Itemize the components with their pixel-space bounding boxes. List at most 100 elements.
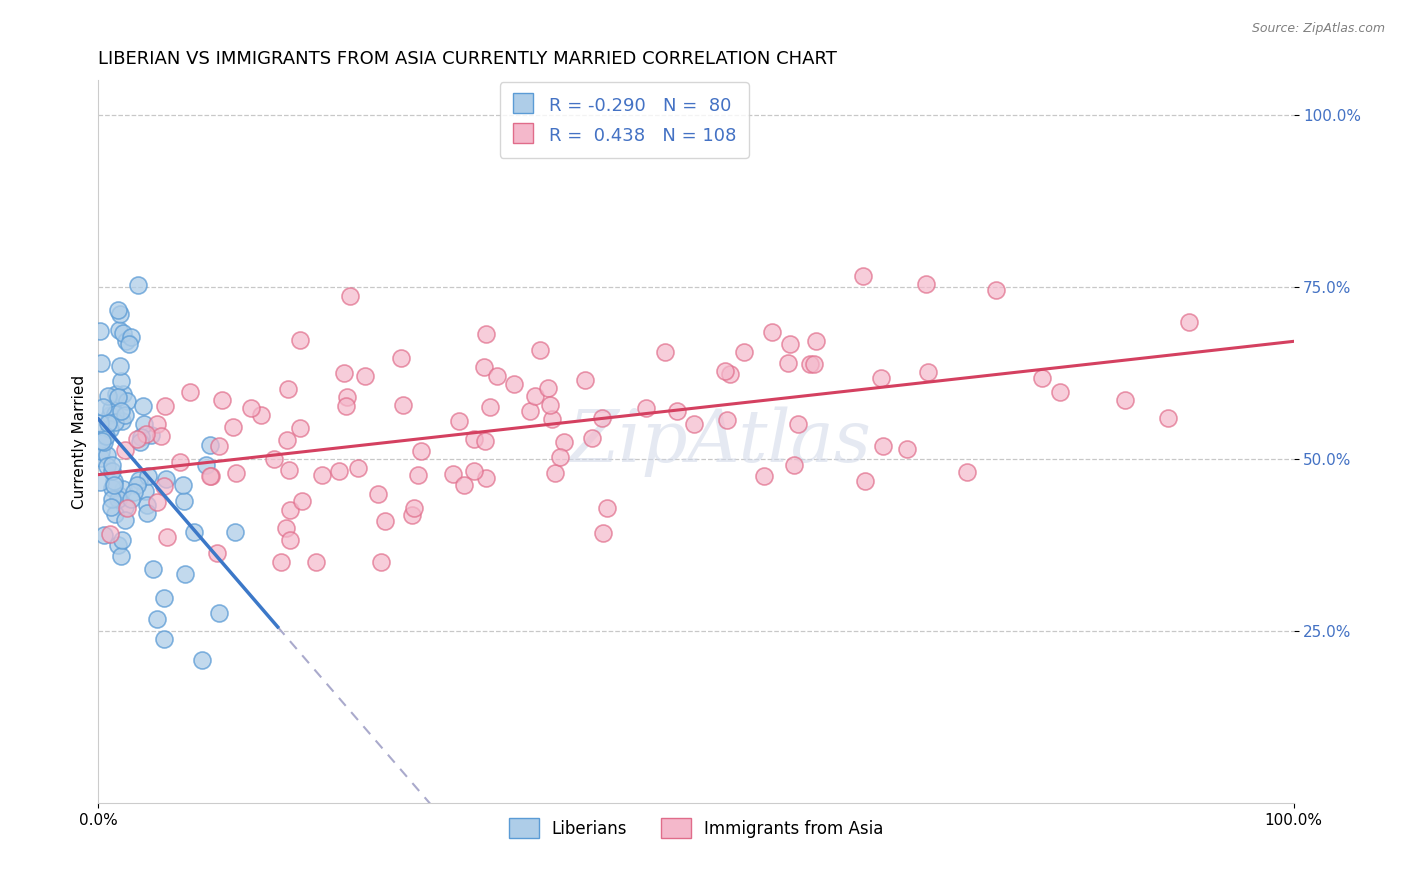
Point bbox=[108, 323, 131, 337]
Point bbox=[149, 428, 172, 442]
Point bbox=[110, 549, 132, 563]
Point bbox=[1114, 392, 1136, 407]
Point bbox=[97, 416, 120, 430]
Point bbox=[112, 387, 135, 401]
Point bbox=[553, 435, 575, 450]
Point bbox=[200, 468, 222, 483]
Point bbox=[104, 387, 127, 401]
Point bbox=[115, 501, 138, 516]
Point bbox=[472, 360, 495, 375]
Point bbox=[104, 415, 127, 429]
Point bbox=[183, 524, 205, 539]
Point bbox=[761, 325, 783, 339]
Point bbox=[716, 413, 738, 427]
Point bbox=[519, 403, 541, 417]
Point bbox=[128, 473, 150, 487]
Point bbox=[114, 408, 136, 422]
Point bbox=[718, 367, 741, 381]
Point bbox=[100, 464, 122, 478]
Point bbox=[90, 356, 112, 370]
Point bbox=[142, 561, 165, 575]
Point bbox=[401, 508, 423, 522]
Point bbox=[779, 336, 801, 351]
Point bbox=[332, 367, 354, 381]
Point bbox=[194, 458, 217, 472]
Point bbox=[288, 333, 311, 347]
Point bbox=[852, 269, 875, 284]
Text: Source: ZipAtlas.com: Source: ZipAtlas.com bbox=[1251, 22, 1385, 36]
Point bbox=[713, 364, 735, 378]
Point bbox=[574, 373, 596, 387]
Point bbox=[93, 435, 115, 450]
Point bbox=[127, 278, 149, 293]
Point bbox=[1178, 316, 1201, 330]
Point bbox=[136, 469, 159, 483]
Point bbox=[104, 507, 127, 521]
Point bbox=[1049, 385, 1071, 400]
Point bbox=[93, 400, 115, 414]
Point bbox=[353, 369, 375, 384]
Point bbox=[683, 417, 706, 432]
Point bbox=[239, 401, 262, 416]
Legend: R = -0.290   N =  80, R =  0.438   N = 108: R = -0.290 N = 80, R = 0.438 N = 108 bbox=[501, 82, 748, 158]
Point bbox=[211, 392, 233, 407]
Point bbox=[392, 398, 415, 412]
Point bbox=[110, 375, 132, 389]
Point bbox=[110, 403, 132, 417]
Point bbox=[103, 478, 125, 492]
Point bbox=[370, 555, 392, 569]
Point bbox=[107, 491, 129, 506]
Point bbox=[503, 376, 526, 391]
Point bbox=[172, 478, 194, 492]
Point bbox=[872, 439, 894, 453]
Point bbox=[291, 494, 314, 508]
Point bbox=[125, 432, 148, 446]
Point bbox=[733, 344, 755, 359]
Point bbox=[402, 501, 425, 516]
Point bbox=[665, 404, 688, 418]
Point bbox=[225, 467, 247, 481]
Point bbox=[132, 417, 155, 431]
Point bbox=[367, 487, 389, 501]
Point bbox=[479, 401, 502, 415]
Point bbox=[915, 277, 938, 292]
Point bbox=[169, 455, 191, 469]
Point bbox=[118, 336, 141, 351]
Point bbox=[207, 606, 229, 620]
Point bbox=[1031, 371, 1053, 385]
Point bbox=[120, 491, 142, 506]
Point bbox=[111, 414, 134, 428]
Point bbox=[277, 382, 299, 396]
Point bbox=[152, 591, 174, 605]
Point bbox=[89, 416, 111, 430]
Point bbox=[103, 474, 125, 488]
Point bbox=[280, 533, 302, 548]
Point bbox=[153, 478, 176, 492]
Point bbox=[132, 399, 155, 413]
Point bbox=[205, 546, 228, 560]
Point bbox=[754, 468, 776, 483]
Point bbox=[97, 389, 120, 403]
Point bbox=[208, 439, 231, 453]
Point bbox=[408, 467, 430, 482]
Point bbox=[200, 468, 222, 483]
Point bbox=[111, 533, 134, 547]
Point bbox=[475, 327, 498, 342]
Point bbox=[463, 464, 485, 478]
Point bbox=[288, 421, 311, 435]
Point bbox=[90, 444, 112, 458]
Point bbox=[222, 420, 245, 434]
Point bbox=[173, 494, 195, 508]
Point bbox=[124, 484, 146, 499]
Point bbox=[339, 289, 361, 303]
Point bbox=[96, 458, 118, 473]
Point bbox=[104, 407, 127, 421]
Point bbox=[155, 472, 177, 486]
Point bbox=[787, 417, 810, 431]
Point bbox=[129, 430, 152, 444]
Point bbox=[328, 464, 350, 478]
Point bbox=[128, 435, 150, 450]
Point bbox=[374, 514, 396, 528]
Point bbox=[799, 357, 821, 371]
Point bbox=[277, 463, 299, 477]
